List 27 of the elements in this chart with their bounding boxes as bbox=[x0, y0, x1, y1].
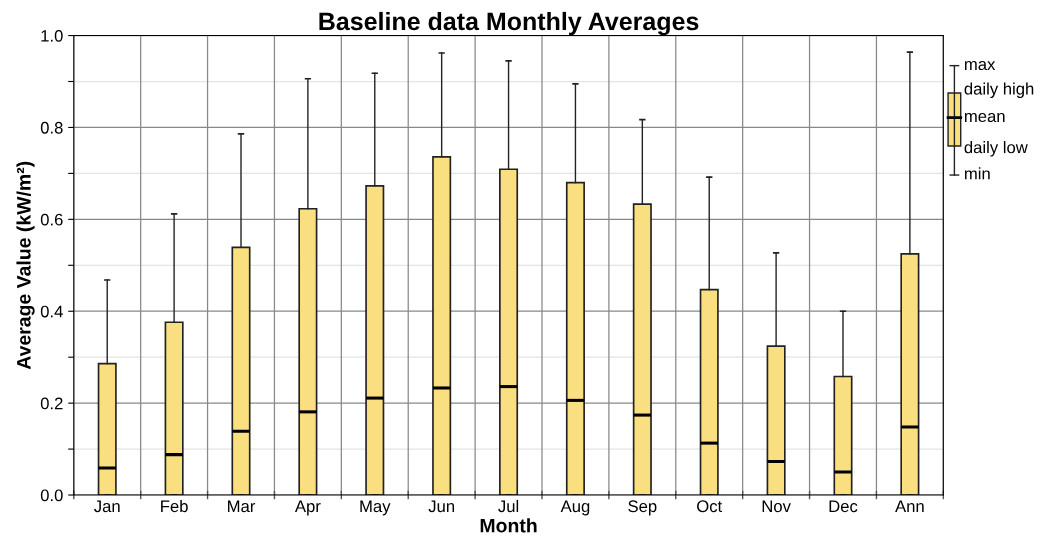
text: max bbox=[964, 60, 996, 71]
y-tick-label: 0.8 bbox=[40, 121, 63, 134]
x-tick-label: Jan bbox=[94, 500, 120, 513]
x-tick-label: Jul bbox=[498, 499, 519, 513]
y-tick-label: 0.2 bbox=[40, 397, 63, 410]
x-tick-label: Mar bbox=[228, 500, 256, 513]
x-tick-label: Sep bbox=[628, 500, 657, 516]
x-tick-label: Aug bbox=[560, 500, 590, 516]
x-tick-label: Dec bbox=[829, 500, 858, 513]
x-tick-label: May bbox=[360, 500, 391, 516]
y-axis-title: Average Value (kW/m²) bbox=[16, 161, 35, 370]
text: min bbox=[964, 167, 990, 180]
y-tick-label: 0.4 bbox=[40, 305, 63, 318]
y-tick-label: 0.6 bbox=[40, 213, 63, 226]
x-tick-label: Ann bbox=[895, 500, 924, 512]
x-axis-title: Month bbox=[480, 518, 537, 533]
x-tick-label: Apr bbox=[294, 500, 321, 516]
x-tick-label: Feb bbox=[161, 499, 188, 513]
x-tick-label: Oct bbox=[697, 500, 723, 513]
chart-title: Baseline data Monthly Averages bbox=[319, 11, 699, 36]
x-tick-label: Nov bbox=[762, 500, 791, 513]
text: daily high bbox=[964, 82, 1034, 99]
text: mean bbox=[964, 112, 1005, 123]
y-tick-label: 1.0 bbox=[41, 29, 63, 42]
x-tick-label: Jun bbox=[428, 500, 455, 513]
text: daily low bbox=[964, 141, 1028, 157]
y-tick-label: 0.0 bbox=[40, 489, 63, 502]
